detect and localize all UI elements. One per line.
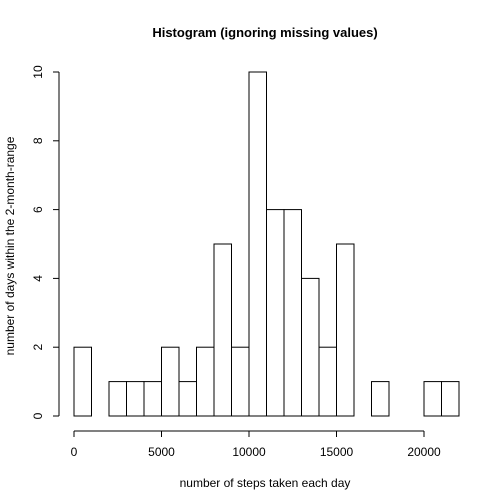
histogram-bar [126, 381, 145, 417]
histogram-bar [108, 381, 127, 417]
histogram-bar [441, 381, 460, 417]
x-tick-label: 10000 [232, 445, 266, 459]
y-tick-label: 0 [31, 412, 45, 419]
y-tick-label: 4 [31, 275, 45, 282]
y-tick-label: 10 [31, 65, 45, 79]
histogram-bar [248, 71, 267, 417]
histogram-bar [213, 243, 232, 417]
histogram-bar [423, 381, 442, 417]
histogram-bar [301, 277, 320, 417]
y-tick-label: 6 [31, 206, 45, 213]
histogram-bar [231, 346, 250, 417]
chart-title: Histogram (ignoring missing values) [152, 25, 377, 40]
bars-group [73, 71, 460, 417]
x-tick-label: 15000 [320, 445, 354, 459]
histogram-bar [283, 209, 302, 417]
y-tick-label: 8 [31, 137, 45, 144]
x-tick-label: 0 [71, 445, 78, 459]
histogram-bar [318, 346, 337, 417]
x-axis: 0 5000 10000 15000 20000 [71, 430, 441, 459]
histogram-bar [371, 381, 390, 417]
histogram-bar [336, 243, 355, 417]
histogram-bar [266, 209, 285, 417]
y-tick-label: 2 [31, 344, 45, 351]
y-axis-label: number of days within the 2-month-range [3, 136, 17, 355]
x-tick-label: 20000 [407, 445, 441, 459]
histogram-bar [73, 346, 92, 417]
y-axis: 0 2 4 6 8 10 [31, 65, 60, 419]
histogram-bar [196, 346, 215, 417]
histogram-bar [143, 381, 162, 417]
histogram-bar [161, 346, 180, 417]
x-tick-label: 5000 [148, 445, 175, 459]
x-axis-label: number of steps taken each day [180, 476, 351, 490]
histogram-bar [178, 381, 197, 417]
